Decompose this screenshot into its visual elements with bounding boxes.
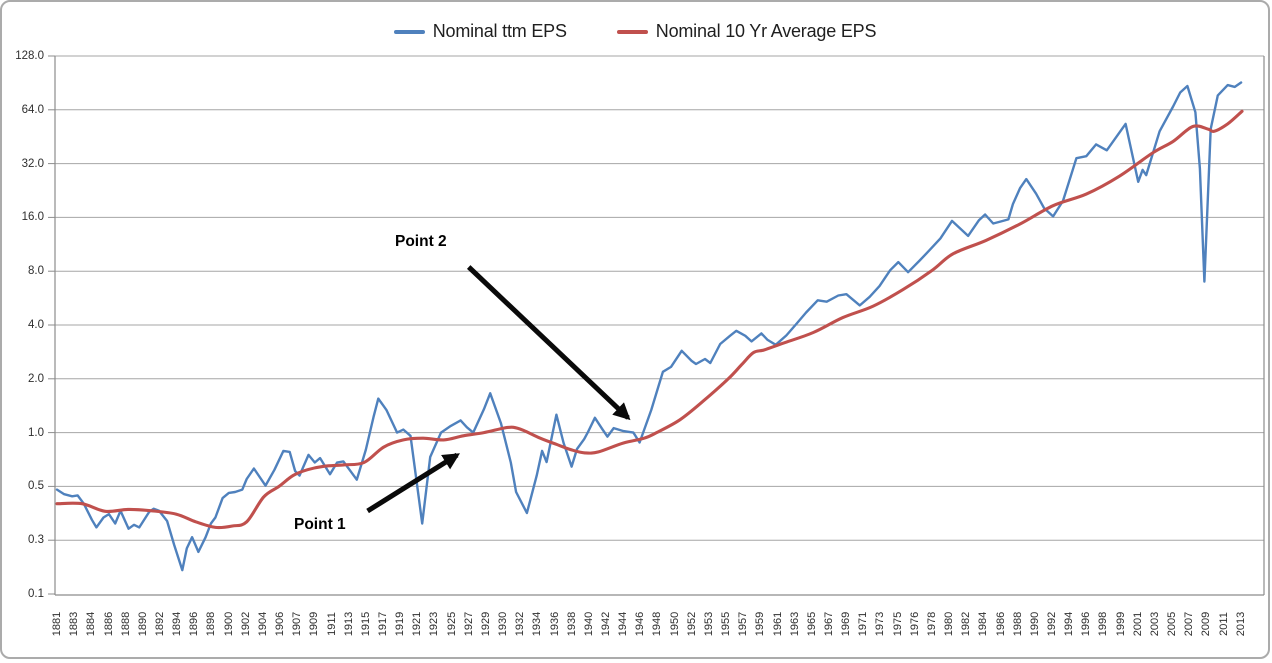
annotation-label-point-1: Point 1 [294, 516, 346, 533]
x-axis-tick-label: 1917 [376, 611, 389, 637]
legend-label-nominal-10yr-average-eps: Nominal 10 Yr Average EPS [655, 21, 877, 41]
x-axis-tick-label: 1904 [256, 611, 269, 637]
x-axis-tick-label: 1911 [325, 612, 338, 636]
x-axis-tick-label: 1959 [754, 611, 767, 637]
x-axis-tick-label: 1888 [119, 611, 132, 637]
x-axis-tick-label: 1898 [205, 611, 218, 637]
x-axis-tick-label: 1992 [1045, 611, 1058, 637]
y-axis-tick-label: 0.5 [28, 480, 44, 492]
x-axis-tick-label: 1934 [531, 611, 544, 637]
x-axis-tick-label: 1913 [342, 611, 355, 637]
annotation-label-point-2: Point 2 [395, 233, 447, 250]
y-axis-tick-label: 0.1 [28, 588, 44, 600]
legend-item-nominal-10yr-average-eps: Nominal 10 Yr Average EPS [616, 21, 877, 42]
x-axis-tick-label: 1919 [394, 611, 407, 637]
x-axis-tick-label: 1975 [891, 611, 904, 637]
x-axis-tick-label: 1986 [994, 611, 1007, 637]
y-axis-tick-label: 4.0 [28, 319, 44, 331]
legend-item-nominal-ttm-eps: Nominal ttm EPS [393, 21, 567, 42]
x-axis-tick-label: 1967 [822, 611, 835, 637]
x-axis-tick-label: 1936 [548, 611, 561, 637]
y-axis-tick-label: 8.0 [28, 265, 44, 277]
legend-label-nominal-ttm-eps: Nominal ttm EPS [432, 21, 567, 41]
x-axis-tick-label: 1946 [634, 611, 647, 637]
legend-swatch-red-line-icon [616, 29, 648, 34]
x-axis-tick-label: 1890 [136, 611, 149, 637]
x-axis-tick-label: 1955 [720, 611, 732, 637]
x-axis-tick-label: 1998 [1097, 611, 1110, 637]
x-axis-tick-label: 1990 [1028, 611, 1041, 637]
x-axis-tick-label: 1921 [411, 611, 424, 637]
x-axis-tick-label: 1900 [222, 611, 235, 637]
x-axis-tick-label: 2011 [1217, 612, 1230, 636]
x-axis-tick-label: 2013 [1234, 611, 1247, 637]
x-axis-tick-label: 1886 [102, 611, 115, 637]
x-axis-tick-label: 1957 [737, 611, 750, 637]
x-axis-tick-label: 1923 [428, 611, 441, 637]
x-axis-tick-label: 1973 [874, 611, 887, 637]
x-axis-tick-label: 1892 [153, 611, 166, 637]
x-axis-tick-label: 1929 [479, 611, 492, 637]
nominal-10yr-average-eps-line [55, 109, 1244, 530]
x-axis-tick-label: 2009 [1200, 611, 1213, 637]
x-axis-tick-label: 1930 [497, 611, 509, 637]
x-axis-tick-label: 2007 [1183, 611, 1196, 637]
x-axis-tick-label: 1894 [171, 611, 184, 637]
y-axis-tick-label: 1.0 [28, 427, 44, 439]
x-axis-tick-label: 1952 [685, 611, 698, 637]
x-axis-tick-label: 1976 [908, 611, 921, 637]
x-axis-tick-label: 1984 [977, 611, 990, 637]
x-axis-tick-label: 1994 [1063, 611, 1076, 637]
x-axis-tick-label: 1940 [582, 611, 595, 637]
x-axis-tick-label: 1942 [599, 611, 612, 637]
x-axis-tick-label: 1982 [960, 611, 973, 637]
x-axis-tick-label: 1915 [359, 611, 372, 637]
y-axis-tick-label: 32.0 [21, 158, 44, 170]
x-axis-tick-label: 2005 [1166, 611, 1178, 637]
y-axis-tick-label: 128.0 [15, 50, 44, 62]
chart-legend: Nominal ttm EPS Nominal 10 Yr Average EP… [2, 21, 1268, 42]
x-axis-tick-label: 1902 [239, 611, 252, 637]
x-axis-tick-label: 1961 [771, 611, 784, 637]
nominal-ttm-eps-line [55, 81, 1243, 572]
x-axis-tick-label: 1944 [617, 611, 630, 637]
x-axis-tick-label: 1948 [651, 611, 664, 637]
x-axis-tick-label: 1988 [1011, 611, 1024, 637]
x-axis-tick-label: 1978 [925, 611, 938, 637]
x-axis-tick-label: 1881 [51, 611, 63, 637]
legend-swatch-blue-line-icon [393, 29, 425, 34]
x-axis-tick-label: 1938 [565, 611, 578, 637]
x-axis-tick-label: 1971 [857, 611, 870, 637]
x-axis-tick-label: 1925 [445, 611, 458, 637]
x-axis-tick-label: 1980 [943, 611, 955, 637]
y-axis-tick-label: 2.0 [28, 373, 44, 385]
x-axis-tick-label: 1907 [291, 611, 304, 637]
annotation-arrow-2 [466, 265, 631, 421]
x-axis-tick-label: 1965 [805, 611, 818, 637]
y-axis-tick-label: 64.0 [21, 104, 44, 116]
x-axis-tick-label: 1932 [514, 611, 527, 637]
x-axis-tick-label: 1999 [1114, 611, 1127, 637]
x-axis-tick-label: 1969 [840, 611, 853, 637]
x-axis-tick-label: 1896 [188, 611, 201, 637]
y-axis-tick-label: 0.3 [28, 534, 44, 546]
x-axis-tick-label: 1950 [668, 611, 681, 637]
y-axis-tick-label: 16.0 [21, 211, 44, 223]
x-axis-tick-label: 1883 [68, 611, 81, 637]
x-axis-tick-label: 1953 [702, 611, 715, 637]
x-axis-tick-label: 1884 [85, 611, 98, 637]
x-axis-tick-label: 2003 [1148, 611, 1161, 637]
annotation-arrow-1 [366, 452, 460, 514]
x-axis-tick-label: 1909 [308, 611, 321, 637]
x-axis-tick-label: 1963 [788, 611, 801, 637]
x-axis-tick-label: 1927 [462, 611, 475, 637]
x-axis-tick-label: 1996 [1080, 611, 1093, 637]
x-axis-tick-label: 1906 [274, 611, 286, 637]
x-axis-tick-label: 2001 [1131, 611, 1144, 637]
